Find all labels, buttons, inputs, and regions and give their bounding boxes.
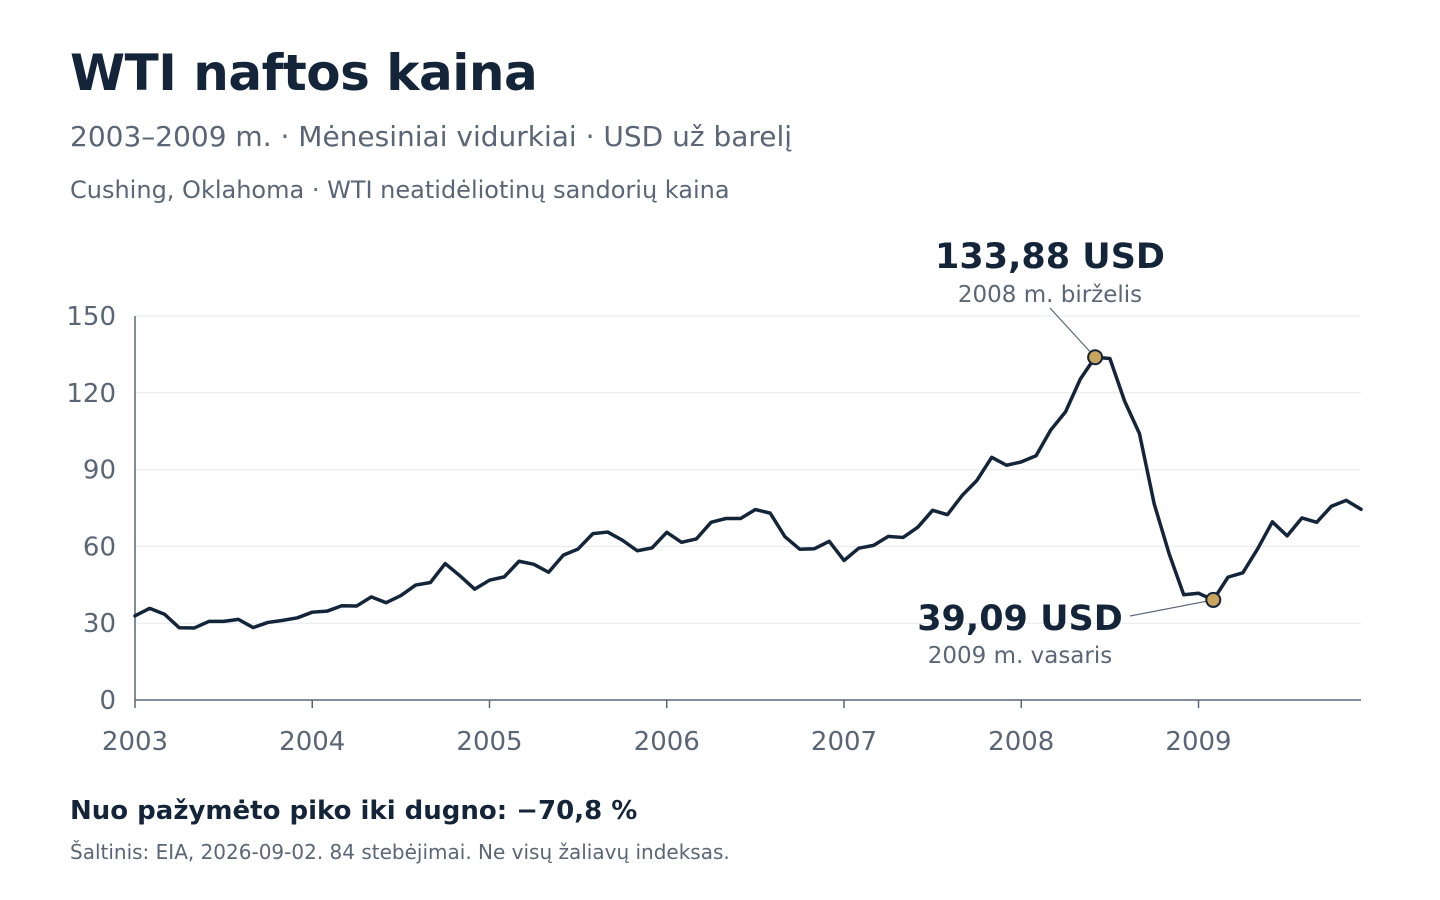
y-tick-label-120: 120	[66, 379, 116, 409]
annotation-marker-peak	[1087, 349, 1104, 366]
x-tick-label-2006: 2006	[634, 727, 700, 757]
x-tick-label-2007: 2007	[811, 727, 877, 757]
y-tick-label-150: 150	[66, 302, 116, 332]
y-tick-label-60: 60	[83, 532, 116, 562]
x-tick-label-2003: 2003	[102, 727, 168, 757]
chart-title: WTI naftos kaina	[70, 44, 538, 102]
x-tick-labels: 2003 2004 2005 2006 2007 2008 2009	[102, 700, 1232, 757]
annotation-date-peak: 2008 m. birželis	[958, 282, 1142, 308]
series-line-0	[133, 355, 1363, 630]
y-tick-label-30: 30	[83, 609, 116, 639]
annotation-marker-trough	[1205, 591, 1222, 608]
x-tick-label-2009: 2009	[1165, 727, 1231, 757]
y-tick-label-0: 0	[99, 686, 116, 716]
annotation-value-peak: 133,88 USD	[935, 237, 1165, 277]
annotation-leader-peak	[1049, 307, 1096, 358]
annotation-value-trough: 39,09 USD	[917, 599, 1123, 639]
annotation-leader-trough	[1129, 599, 1214, 617]
annotations: 133,88 USD 2008 m. birželis 39,09 USD 2009 …	[917, 237, 1222, 669]
x-tick-label-2008: 2008	[988, 727, 1054, 757]
source-note: Šaltinis: EIA, 2026-09-02. 84 stebėjimai…	[70, 840, 730, 864]
grid-lines	[135, 315, 1361, 624]
chart-context-line: Cushing, Oklahoma · WTI neatidėliotinų s…	[70, 176, 730, 204]
y-tick-label-90: 90	[83, 456, 116, 486]
series-layer	[133, 355, 1363, 630]
chart-subtitle: 2003–2009 m. · Mėnesiniai vidurkiai · US…	[70, 120, 793, 153]
annotation-date-trough: 2009 m. vasaris	[928, 643, 1112, 669]
x-tick-label-2005: 2005	[456, 727, 522, 757]
peak-to-trough-summary: Nuo pažymėto piko iki dugno: −70,8 %	[70, 796, 638, 826]
y-tick-labels: 0 30 60 90 120 150	[66, 302, 116, 716]
x-tick-label-2004: 2004	[279, 727, 345, 757]
axes	[134, 316, 1361, 701]
